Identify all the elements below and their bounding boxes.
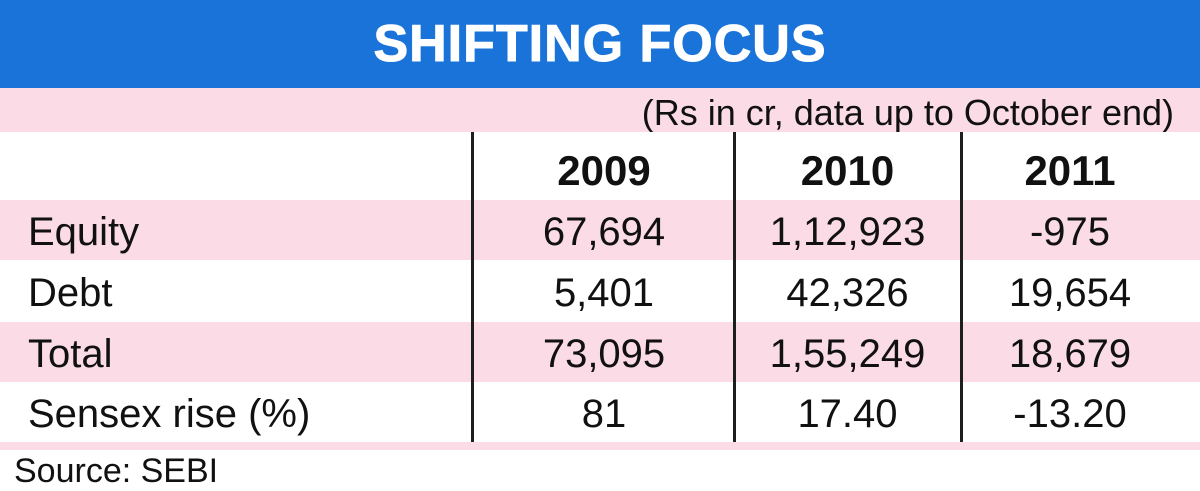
table-row (0, 384, 1200, 442)
table-cell: 19,654 (1008, 271, 1132, 315)
source-note: Source: SEBI (14, 452, 219, 490)
table-cell: 73,095 (542, 332, 666, 376)
header-row (0, 132, 1200, 196)
units-band (0, 88, 1200, 132)
row-label-equity: Equity (28, 210, 140, 254)
column-divider (471, 132, 474, 442)
table-row (0, 262, 1200, 320)
row-label-debt: Debt (28, 271, 113, 315)
table-cell: 18,679 (1008, 332, 1132, 376)
column-divider (960, 132, 963, 442)
column-header-2009: 2009 (557, 147, 651, 194)
title-bar: SHIFTING FOCUS (0, 0, 1200, 88)
table-cell: 5,401 (553, 271, 655, 315)
table-cell: 67,694 (542, 210, 666, 254)
column-divider (733, 132, 736, 442)
column-header-2010: 2010 (800, 147, 895, 194)
table-row (0, 200, 1200, 260)
column-header-2011: 2011 (1024, 147, 1116, 194)
units-note: (Rs in cr, data up to October end) (641, 92, 1174, 133)
bottom-band (0, 442, 1200, 450)
table-cell: -13.20 (1013, 392, 1127, 436)
chart-title: SHIFTING FOCUS (373, 15, 827, 74)
row-label-sensex-rise: Sensex rise (%) (28, 392, 311, 436)
table-cell: -975 (1029, 210, 1111, 254)
table-cell: 1,12,923 (769, 210, 926, 254)
row-label-total: Total (28, 332, 113, 376)
table-cell: 42,326 (786, 271, 909, 315)
table-cell: 17.40 (797, 392, 898, 436)
table-row (0, 322, 1200, 382)
table-cell: 81 (581, 392, 627, 436)
table-cell: 1,55,249 (769, 332, 926, 376)
